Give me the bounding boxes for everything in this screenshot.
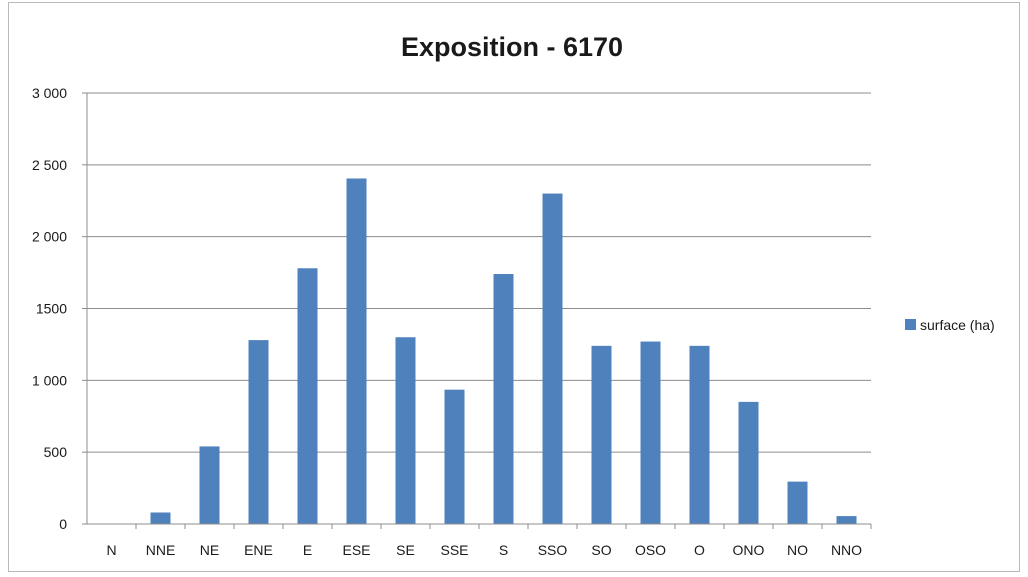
x-tick-label: NE <box>200 542 219 558</box>
y-tick-label: 1500 <box>36 301 67 317</box>
bar <box>542 193 563 525</box>
axes <box>86 93 871 525</box>
x-tick-label: NNE <box>146 542 176 558</box>
bar <box>787 481 808 524</box>
x-tick-label: S <box>499 542 508 558</box>
x-tick-label: N <box>106 542 116 558</box>
legend-swatch <box>905 319 916 330</box>
y-tick-label: 0 <box>59 516 67 532</box>
x-tick-label: SO <box>591 542 611 558</box>
x-tick-label: SE <box>396 542 415 558</box>
bar <box>297 268 318 524</box>
y-tick-label: 1 000 <box>32 372 67 388</box>
bar <box>444 389 465 524</box>
bar <box>150 512 171 524</box>
legend-label: surface (ha) <box>920 317 995 333</box>
x-tick-label: SSO <box>538 542 568 558</box>
x-tick-label: ESE <box>342 542 370 558</box>
y-tick-label: 2 000 <box>32 229 67 245</box>
bar <box>493 274 514 524</box>
y-tick-label: 500 <box>44 444 68 460</box>
bar <box>689 345 710 524</box>
chart-frame <box>8 2 1020 572</box>
x-tick-label: NO <box>787 542 808 558</box>
x-tick-label: O <box>694 542 705 558</box>
bar <box>395 337 416 524</box>
bar <box>199 446 220 524</box>
x-tick-label: E <box>303 542 312 558</box>
y-axis-ticks: 0 500 1 000 1500 2 000 2 500 3 000 <box>32 85 87 532</box>
x-tick-label: NNO <box>831 542 862 558</box>
chart-title: Exposition - 6170 <box>401 32 623 62</box>
bar <box>591 345 612 524</box>
bar <box>346 178 367 524</box>
x-tick-label: ONO <box>733 542 765 558</box>
bar <box>836 516 857 524</box>
bars <box>150 178 857 525</box>
legend: surface (ha) <box>905 317 995 333</box>
x-tick-label: OSO <box>635 542 666 558</box>
x-axis-ticks: N NNE NE ENE E ESE SE SSE S SSO SO OSO O ONO NO NNO <box>106 524 872 558</box>
y-tick-label: 2 500 <box>32 157 67 173</box>
x-tick-label: SSE <box>440 542 468 558</box>
bar <box>640 341 661 524</box>
y-tick-label: 3 000 <box>32 85 67 101</box>
bar <box>248 340 269 524</box>
x-tick-label: ENE <box>244 542 273 558</box>
gridlines <box>87 92 871 453</box>
bar <box>738 401 759 524</box>
